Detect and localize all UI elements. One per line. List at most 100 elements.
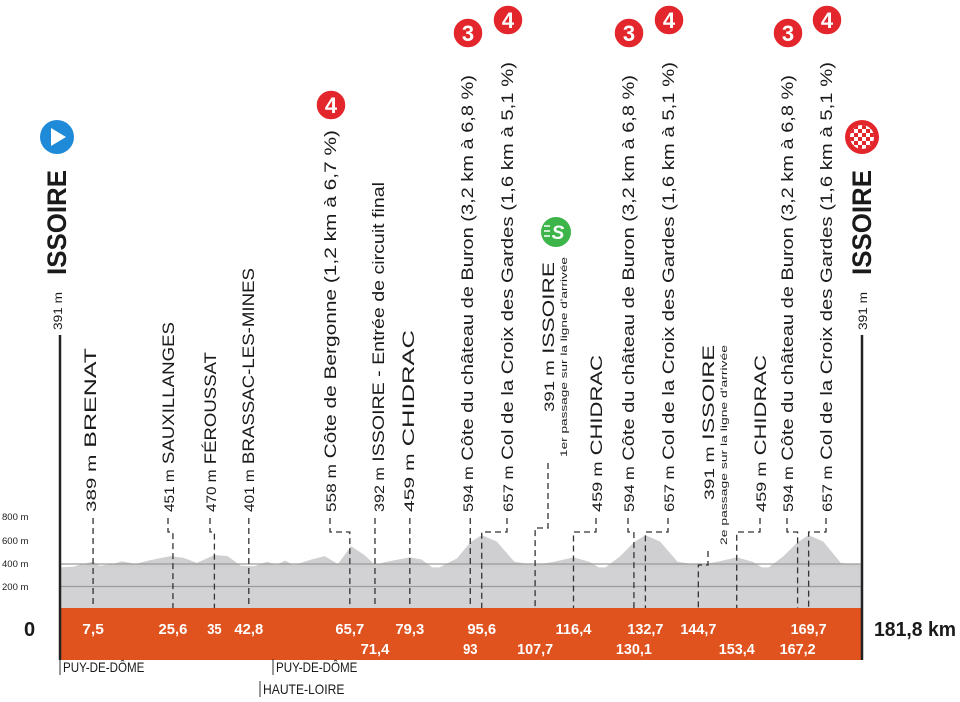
- waypoint-label: 459 m CHIDRAC: [587, 355, 606, 512]
- region-label: PUY-DE-DÔME: [276, 659, 357, 675]
- waypoint-elevation: 392 m: [371, 467, 387, 512]
- km-mark: 93: [463, 641, 477, 658]
- finish-elevation: 391 m: [856, 292, 870, 330]
- km-mark: 25,6: [159, 621, 188, 638]
- waypoint-10: 459 m CHIDRAC: [572, 355, 606, 608]
- waypoint-elevation: 558 m: [323, 464, 339, 512]
- waypoint-name: CHIDRAC: [751, 355, 770, 455]
- climb-category-badge: 4: [653, 4, 685, 36]
- waypoint-connector: [697, 551, 709, 608]
- waypoint-sep: [81, 448, 100, 455]
- y-axis-label: 600 m: [2, 536, 28, 547]
- waypoint-label: 470 m FÉROUSSAT: [201, 352, 220, 512]
- km-mark: 130,1: [616, 641, 652, 658]
- finish-name: ISSOIRE: [847, 170, 877, 275]
- waypoint-label: 459 m CHIDRAC: [751, 355, 770, 512]
- waypoint-8: 657 m Col de la Croix des Gardes (1,6 km…: [481, 4, 524, 608]
- waypoint-name: BRENAT: [81, 348, 100, 448]
- waypoint-name: CHIDRAC: [399, 330, 418, 446]
- km-mark: 95,6: [467, 621, 496, 638]
- waypoint-elevation: 391 m: [701, 446, 717, 500]
- waypoint-name: ISSOIRE - Entrée de circuit final: [369, 182, 388, 462]
- start-label: ISSOIRE 391 m: [42, 170, 72, 330]
- waypoint-elevation: 594 m: [460, 466, 476, 512]
- waypoint-3: 401 m BRASSAC-LES-MINES: [239, 268, 258, 608]
- waypoint-note: 2e passage sur la ligne d'arrivée: [719, 345, 729, 545]
- waypoint-elevation: 459 m: [753, 462, 769, 512]
- y-axis-label: 200 m: [2, 582, 28, 593]
- waypoint-name: BRASSAC-LES-MINES: [239, 268, 258, 464]
- waypoint-name: Col de la Croix des Gardes (1,6 km à 5,1…: [817, 62, 836, 460]
- km-mark: 144,7: [680, 621, 716, 638]
- waypoint-elevation: 470 m: [203, 469, 219, 512]
- km-mark: 65,7: [335, 621, 364, 638]
- waypoint-label: 389 m BRENAT: [81, 348, 100, 512]
- zero-km-label: 0: [24, 619, 35, 641]
- start-elevation: 391 m: [51, 292, 65, 330]
- waypoint-15: 594 m Côte du château de Buron (3,2 km à…: [772, 17, 804, 608]
- waypoint-elevation: 657 m: [500, 466, 516, 512]
- waypoint-label: 657 m Col de la Croix des Gardes (1,6 km…: [498, 62, 517, 512]
- climb-category: 3: [623, 21, 635, 46]
- km-mark: 71,4: [361, 641, 390, 658]
- waypoint-name: ISSOIRE: [539, 262, 558, 354]
- waypoint-connector: [644, 518, 669, 608]
- waypoint-connector: [329, 518, 351, 608]
- waypoint-name: CHIDRAC: [587, 355, 606, 455]
- waypoint-sep: [399, 446, 418, 453]
- waypoint-14: 459 m CHIDRAC: [736, 355, 770, 608]
- waypoint-label: 594 m Côte du château de Buron (3,2 km à…: [619, 75, 638, 512]
- km-mark: 107,7: [517, 641, 553, 658]
- waypoint-4: 558 m Côte de Bergonne (1,2 km à 6,7 %) 4: [315, 89, 351, 608]
- waypoint-note: 1er passage sur la ligne d'arrivée: [559, 257, 569, 457]
- waypoint-name: Côte du château de Buron (3,2 km à 6,8 %…: [778, 75, 797, 461]
- waypoint-label: 594 m Côte du château de Buron (3,2 km à…: [458, 75, 477, 512]
- climb-category: 3: [462, 21, 474, 46]
- y-axis-label: 400 m: [2, 559, 28, 570]
- km-mark: 167,2: [780, 641, 816, 658]
- waypoint-12: 657 m Col de la Croix des Gardes (1,6 km…: [644, 4, 685, 608]
- waypoint-label: 594 m Côte du château de Buron (3,2 km à…: [778, 75, 797, 512]
- waypoint-elevation: 459 m: [589, 462, 605, 512]
- waypoint-7: 594 m Côte du château de Buron (3,2 km à…: [452, 17, 484, 608]
- climb-category: 4: [325, 93, 338, 118]
- waypoint-label: 657 m Col de la Croix des Gardes (1,6 km…: [817, 62, 836, 512]
- climb-category-badge: 4: [315, 89, 347, 121]
- waypoint-label: 391 m ISSOIRE: [539, 262, 558, 412]
- climb-category: 3: [782, 21, 794, 46]
- total-distance: 181,8 km: [874, 619, 956, 641]
- finish-checkered-icon: [845, 120, 879, 154]
- region-label: PUY-DE-DÔME: [63, 659, 144, 675]
- waypoint-name: Côte du château de Buron (3,2 km à 6,8 %…: [458, 75, 477, 461]
- waypoint-elevation: 459 m: [401, 454, 417, 512]
- waypoint-name: FÉROUSSAT: [201, 352, 220, 464]
- km-mark: 7,5: [82, 621, 104, 638]
- start-play-icon: [40, 120, 74, 154]
- km-mark: 42,8: [234, 621, 263, 638]
- sprint-s-icon: S: [541, 217, 571, 247]
- waypoint-connector: [736, 518, 761, 608]
- climb-category-badge: 3: [613, 17, 645, 49]
- waypoint-label: 558 m Côte de Bergonne (1,2 km à 6,7 %): [321, 130, 340, 512]
- waypoint-16: 657 m Col de la Croix des Gardes (1,6 km…: [807, 4, 843, 608]
- waypoint-name: Col de la Croix des Gardes (1,6 km à 5,1…: [659, 62, 678, 460]
- waypoint-name: Col de la Croix des Gardes (1,6 km à 5,1…: [498, 62, 517, 460]
- waypoint-label: 459 m CHIDRAC: [399, 330, 418, 512]
- waypoint-elevation: 389 m: [83, 455, 99, 512]
- waypoint-elevation: 401 m: [241, 469, 257, 512]
- waypoint-label: 451 m SAUXILLANGES: [159, 322, 178, 512]
- waypoint-2: 470 m FÉROUSSAT: [201, 352, 220, 608]
- waypoint-elevation: 594 m: [780, 466, 796, 512]
- climb-category: 4: [502, 8, 515, 33]
- waypoint-5: 392 m ISSOIRE - Entrée de circuit final: [369, 182, 388, 608]
- y-axis-label: 800 m: [2, 512, 28, 523]
- waypoint-name: SAUXILLANGES: [159, 322, 178, 464]
- climb-category-badge: 3: [452, 17, 484, 49]
- waypoint-label: 391 m ISSOIRE: [699, 345, 718, 500]
- finish-label: ISSOIRE 391 m: [847, 170, 877, 330]
- waypoint-6: 459 m CHIDRAC: [399, 330, 418, 608]
- profile-base: [60, 567, 862, 608]
- waypoint-label: 392 m ISSOIRE - Entrée de circuit final: [369, 182, 388, 512]
